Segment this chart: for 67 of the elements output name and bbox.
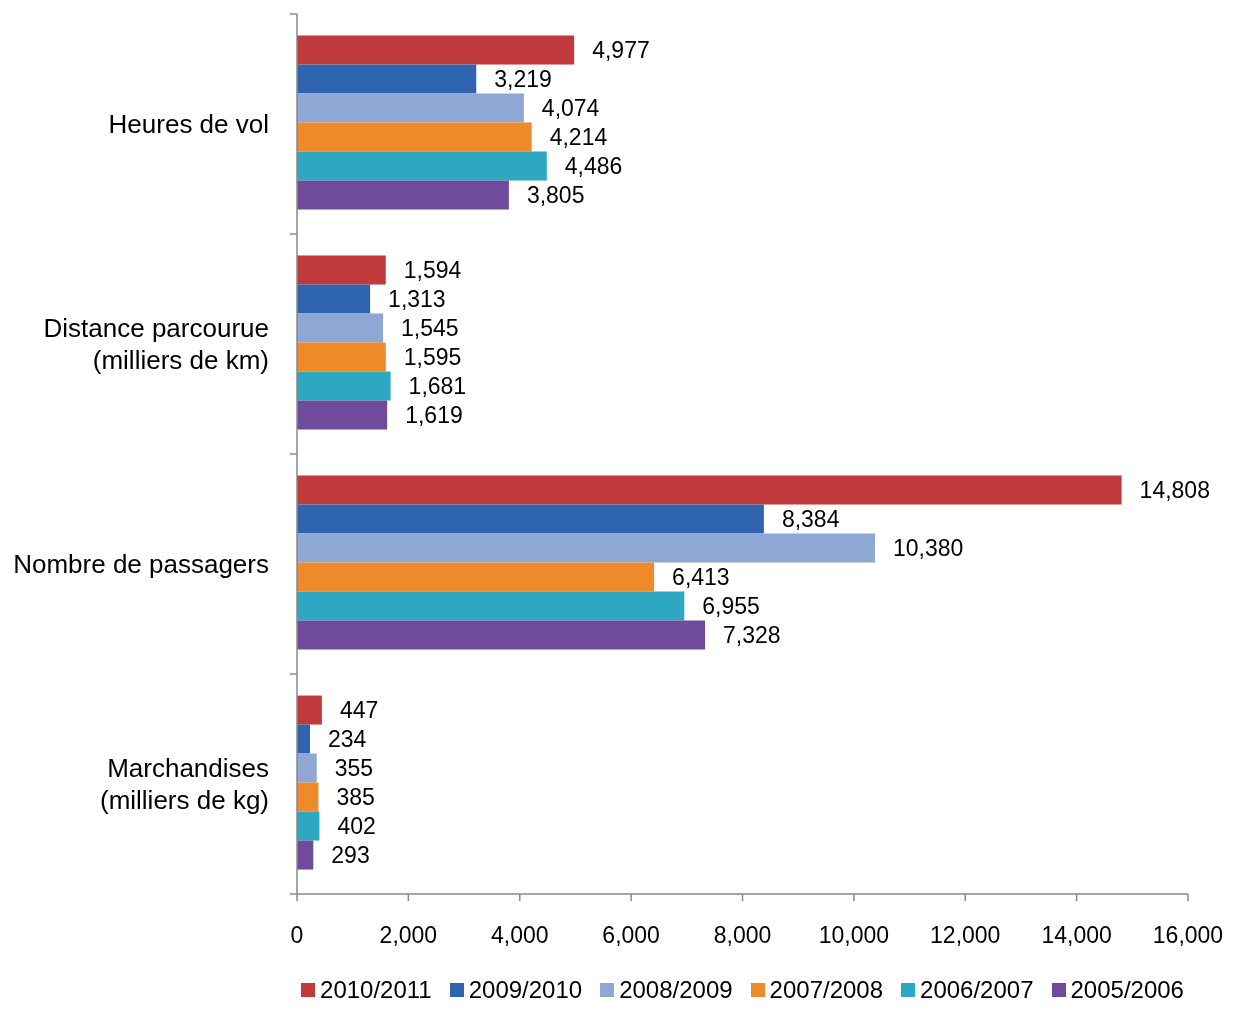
bar — [297, 35, 575, 65]
legend-label: 2009/2010 — [467, 976, 583, 1004]
x-tick-label: 0 — [290, 922, 304, 949]
bar — [297, 724, 311, 754]
bar — [297, 122, 532, 152]
data-label: 385 — [336, 784, 375, 811]
data-label: 4,074 — [541, 95, 600, 122]
data-label: 402 — [337, 813, 376, 840]
legend-label: 2006/2007 — [919, 976, 1034, 1004]
bar — [297, 151, 547, 181]
bar — [297, 753, 317, 783]
data-label: 447 — [339, 697, 379, 724]
bar — [297, 313, 384, 343]
bar — [297, 591, 685, 621]
bar — [297, 811, 320, 841]
data-label: 6,413 — [672, 564, 730, 591]
bar — [297, 93, 524, 123]
data-label: 234 — [328, 726, 367, 753]
data-label: 1,595 — [403, 344, 462, 371]
bar — [297, 180, 509, 210]
x-tick-label: 6,000 — [602, 922, 660, 949]
bar — [297, 840, 314, 870]
x-tick-label: 10,000 — [818, 922, 890, 949]
data-label: 4,486 — [564, 153, 623, 180]
x-tick-label: 4,000 — [490, 922, 549, 949]
bar — [297, 64, 477, 94]
x-tick-label: 12,000 — [930, 922, 1001, 949]
data-label: 293 — [331, 842, 370, 869]
bar — [297, 695, 322, 725]
bar — [297, 504, 764, 534]
legend-label: 2007/2008 — [768, 976, 884, 1004]
x-tick-label: 2,000 — [379, 922, 438, 949]
data-label: 355 — [334, 755, 374, 782]
data-label: 1,313 — [388, 286, 446, 313]
data-label: 1,545 — [401, 315, 459, 342]
bar — [297, 371, 391, 401]
y-tick-label: Marchandises (milliers de kg) — [99, 753, 269, 815]
bar — [297, 782, 319, 812]
data-label: 1,594 — [403, 257, 462, 284]
y-tick-label: Nombre de passagers — [13, 549, 269, 579]
bar — [297, 620, 706, 650]
bar — [297, 400, 388, 430]
data-label: 4,977 — [592, 37, 650, 64]
bar — [297, 255, 386, 285]
bar — [297, 533, 876, 563]
y-tick-label: Heures de vol — [108, 109, 269, 139]
legend-label: 2010/2011 — [319, 976, 432, 1004]
data-label: 1,619 — [405, 402, 463, 429]
data-label: 10,380 — [893, 535, 964, 562]
data-label: 3,219 — [494, 66, 552, 93]
bar — [297, 284, 371, 314]
data-label: 8,384 — [781, 506, 840, 533]
bar — [297, 562, 655, 592]
bar — [297, 342, 386, 372]
data-label: 14,808 — [1139, 477, 1210, 504]
x-tick-label: 16,000 — [1152, 922, 1224, 949]
data-label: 1,681 — [408, 373, 467, 400]
legend-label: 2008/2009 — [618, 976, 733, 1004]
y-tick-label: Distance parcourue (milliers de km) — [43, 313, 269, 375]
data-label: 6,955 — [702, 593, 760, 620]
x-tick-label: 14,000 — [1041, 922, 1112, 949]
x-tick-label: 8,000 — [713, 922, 772, 949]
bar — [297, 475, 1122, 505]
data-label: 3,805 — [526, 182, 585, 209]
data-label: 7,328 — [723, 622, 781, 649]
data-label: 4,214 — [549, 124, 608, 151]
legend-label: 2005/2006 — [1069, 976, 1184, 1004]
